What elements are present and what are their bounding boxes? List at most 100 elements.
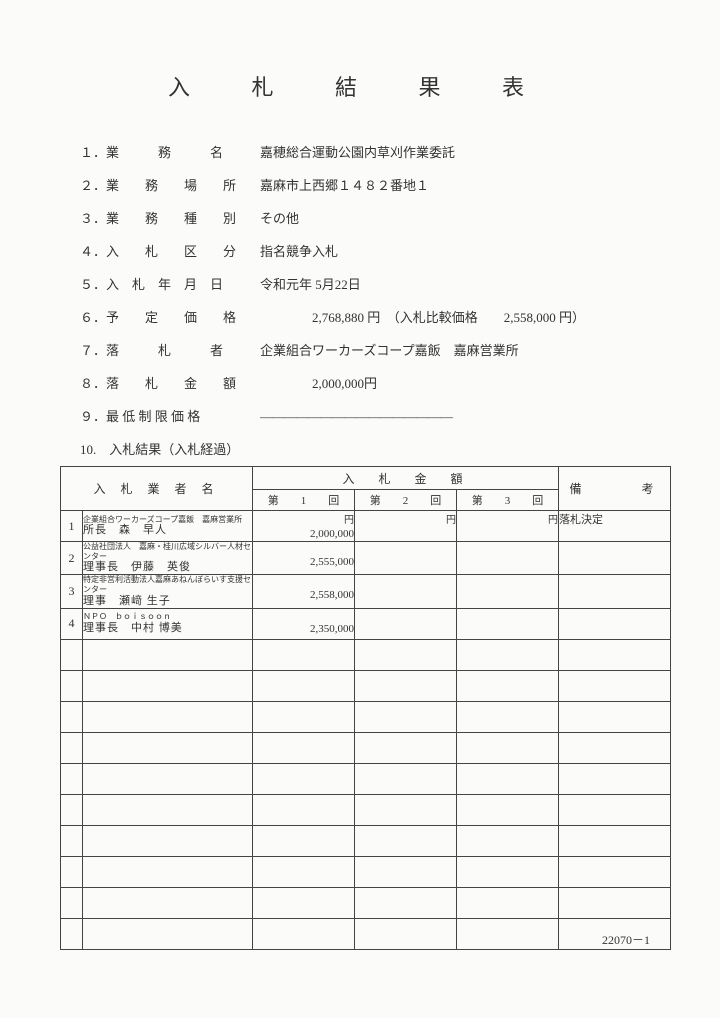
info-value: 指名競争入札 [260,241,338,260]
cell-round1: 2,558,000 [253,575,355,608]
cell-empty [61,856,83,887]
cell-empty [457,670,559,701]
cell-empty [61,763,83,794]
cell-empty [457,701,559,732]
cell-empty [253,701,355,732]
cell-empty [355,794,457,825]
cell-empty [83,825,253,856]
cell-empty [253,732,355,763]
cell-remark [559,542,671,575]
cell-empty [457,639,559,670]
info-row: ４．入 札 区 分指名競争入札 [80,241,660,260]
table-row [61,856,671,887]
th-bidder-name: 入 札 業 者 名 [61,467,253,511]
cell-no: 4 [61,608,83,639]
info-label: ２．業 務 場 所 [80,175,260,194]
cell-round3 [457,542,559,575]
info-value: その他 [260,208,299,227]
cell-empty [559,825,671,856]
table-row: 4ＮＰＯ ｂｏｉｓｏｏｎ理事長 中村 博美2,350,000 [61,608,671,639]
cell-empty [83,794,253,825]
cell-empty [355,701,457,732]
info-value: 企業組合ワーカーズコープ嘉飯 嘉麻営業所 [260,340,519,359]
info-row: ３．業 務 種 別その他 [80,208,660,227]
info-label: ７．落 札 者 [80,340,260,359]
cell-empty [559,701,671,732]
info-value: 2,768,880 円 （入札比較価格 2,558,000 円） [260,307,585,326]
cell-empty [457,763,559,794]
cell-round3 [457,575,559,608]
th-bid-amount: 入 札 金 額 [253,467,559,490]
cell-empty [355,763,457,794]
cell-empty [457,732,559,763]
cell-empty [61,918,83,949]
cell-empty [253,856,355,887]
cell-no: 3 [61,575,83,608]
cell-empty [61,732,83,763]
info-label: ５．入 札 年 月 日 [80,274,260,293]
cell-empty [61,670,83,701]
cell-empty [457,918,559,949]
info-label: ３．業 務 種 別 [80,208,260,227]
table-row [61,701,671,732]
table-row: 2公益社団法人 嘉麻・桂川広域シルバー人材センター理事長 伊藤 英俊2,555,… [61,542,671,575]
cell-empty [253,918,355,949]
cell-no: 2 [61,542,83,575]
table-row: 1企業組合ワーカーズコープ嘉飯 嘉麻営業所所長 森 早人円2,000,000円円… [61,511,671,542]
cell-remark: 落札決定 [559,511,671,542]
info-label: ８．落 札 金 額 [80,373,260,392]
cell-empty [355,732,457,763]
cell-empty [559,639,671,670]
cell-remark [559,608,671,639]
info-value: ―――――――――――――――― [260,409,452,425]
cell-bidder: 特定非営利活動法人嘉麻あねんぼらいす支援センター理事 瀬﨑 生子 [83,575,253,608]
info-row: ６．予 定 価 格 2,768,880 円 （入札比較価格 2,558,000 … [80,307,660,326]
info-row: ８．落 札 金 額 2,000,000円 [80,373,660,392]
cell-round2 [355,608,457,639]
cell-empty [61,825,83,856]
cell-round3: 円 [457,511,559,542]
cell-empty [559,794,671,825]
cell-empty [253,639,355,670]
cell-bidder: 企業組合ワーカーズコープ嘉飯 嘉麻営業所所長 森 早人 [83,511,253,542]
cell-empty [253,763,355,794]
document-page: 入 札 結 果 表 １．業 務 名嘉穂総合運動公園内草刈作業委託２．業 務 場 … [0,0,720,1018]
cell-empty [83,701,253,732]
cell-no: 1 [61,511,83,542]
cell-round1: 円2,000,000 [253,511,355,542]
info-label: １．業 務 名 [80,142,260,161]
info-row: ２．業 務 場 所嘉麻市上西郷１４８２番地１ [80,175,660,194]
table-row [61,887,671,918]
cell-empty [355,887,457,918]
footer-code: 22070－1 [602,931,650,948]
cell-bidder: ＮＰＯ ｂｏｉｓｏｏｎ理事長 中村 博美 [83,608,253,639]
table-row: 3特定非営利活動法人嘉麻あねんぼらいす支援センター理事 瀬﨑 生子2,558,0… [61,575,671,608]
page-title: 入 札 結 果 表 [60,70,660,102]
cell-round1: 2,350,000 [253,608,355,639]
info-row: １．業 務 名嘉穂総合運動公園内草刈作業委託 [80,142,660,161]
info-value: 令和元年 5月22日 [260,274,361,293]
results-section-label: 10. 入札結果（入札経過） [80,439,660,458]
th-round-1: 第 1 回 [253,490,355,511]
cell-empty [83,918,253,949]
cell-empty [61,639,83,670]
th-round-2: 第 2 回 [355,490,457,511]
th-remarks: 備 考 [559,467,671,511]
table-row [61,763,671,794]
cell-empty [83,887,253,918]
bid-results-table: 入 札 業 者 名 入 札 金 額 備 考 第 1 回 第 2 回 第 3 回 … [60,466,671,950]
cell-empty [61,887,83,918]
cell-empty [83,763,253,794]
table-row [61,918,671,949]
table-row [61,825,671,856]
info-value: 嘉穂総合運動公園内草刈作業委託 [260,142,455,161]
info-block: １．業 務 名嘉穂総合運動公園内草刈作業委託 ２．業 務 場 所嘉麻市上西郷１４８… [80,142,660,425]
cell-round2: 円 [355,511,457,542]
cell-empty [61,794,83,825]
cell-empty [83,639,253,670]
cell-empty [253,825,355,856]
cell-empty [559,670,671,701]
cell-empty [83,856,253,887]
info-row: ７．落 札 者企業組合ワーカーズコープ嘉飯 嘉麻営業所 [80,340,660,359]
cell-empty [355,825,457,856]
